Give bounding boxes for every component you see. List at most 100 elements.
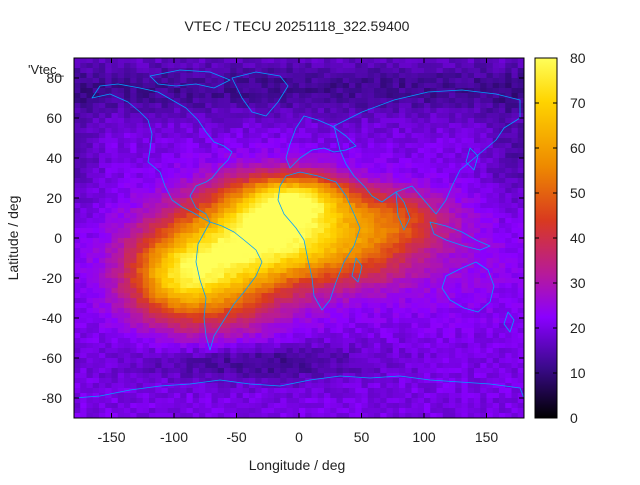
heatmap-cell — [518, 323, 525, 328]
heatmap-cell — [343, 88, 350, 93]
heatmap-cell — [343, 278, 350, 283]
heatmap-cell — [230, 168, 237, 173]
heatmap-cell — [187, 283, 194, 288]
heatmap-cell — [149, 303, 156, 308]
heatmap-cell — [455, 188, 462, 193]
heatmap-cell — [437, 353, 444, 358]
heatmap-cell — [487, 308, 494, 313]
heatmap-cell — [337, 58, 344, 63]
heatmap-cell — [505, 103, 512, 108]
heatmap-cell — [474, 108, 481, 113]
heatmap-cell — [343, 228, 350, 233]
heatmap-cell — [480, 368, 487, 373]
heatmap-cell — [218, 293, 225, 298]
heatmap-cell — [493, 213, 500, 218]
heatmap-cell — [105, 258, 112, 263]
heatmap-cell — [405, 378, 412, 383]
heatmap-cell — [230, 223, 237, 228]
heatmap-cell — [487, 78, 494, 83]
heatmap-cell — [480, 253, 487, 258]
heatmap-cell — [437, 328, 444, 333]
heatmap-cell — [487, 108, 494, 113]
heatmap-cell — [349, 78, 356, 83]
heatmap-cell — [374, 83, 381, 88]
heatmap-cell — [512, 128, 519, 133]
heatmap-cell — [468, 303, 475, 308]
heatmap-cell — [312, 213, 319, 218]
heatmap-cell — [480, 173, 487, 178]
heatmap-cell — [287, 373, 294, 378]
heatmap-cell — [318, 93, 325, 98]
heatmap-cell — [218, 68, 225, 73]
heatmap-cell — [455, 343, 462, 348]
heatmap-cell — [237, 353, 244, 358]
heatmap-cell — [243, 228, 250, 233]
heatmap-cell — [118, 168, 125, 173]
heatmap-cell — [80, 68, 87, 73]
heatmap-cell — [243, 133, 250, 138]
heatmap-cell — [305, 128, 312, 133]
heatmap-cell — [187, 58, 194, 63]
heatmap-cell — [193, 78, 200, 83]
heatmap-cell — [518, 268, 525, 273]
heatmap-cell — [243, 143, 250, 148]
heatmap-cell — [224, 233, 231, 238]
heatmap-cell — [118, 103, 125, 108]
heatmap-cell — [230, 203, 237, 208]
heatmap-cell — [143, 108, 150, 113]
heatmap-cell — [162, 213, 169, 218]
heatmap-cell — [474, 103, 481, 108]
heatmap-cell — [249, 83, 256, 88]
heatmap-cell — [499, 58, 506, 63]
heatmap-cell — [368, 73, 375, 78]
heatmap-cell — [337, 398, 344, 403]
heatmap-cell — [280, 58, 287, 63]
heatmap-cell — [224, 103, 231, 108]
heatmap-cell — [130, 133, 137, 138]
heatmap-cell — [249, 138, 256, 143]
heatmap-cell — [280, 298, 287, 303]
heatmap-cell — [130, 268, 137, 273]
heatmap-cell — [180, 153, 187, 158]
heatmap-cell — [162, 83, 169, 88]
heatmap-cell — [318, 328, 325, 333]
heatmap-cell — [212, 368, 219, 373]
heatmap-cell — [105, 98, 112, 103]
heatmap-cell — [237, 283, 244, 288]
heatmap-cell — [468, 208, 475, 213]
heatmap-cell — [262, 58, 269, 63]
heatmap-cell — [155, 68, 162, 73]
heatmap-cell — [312, 328, 319, 333]
heatmap-cell — [262, 78, 269, 83]
heatmap-cell — [512, 288, 519, 293]
heatmap-cell — [337, 223, 344, 228]
heatmap-cell — [387, 73, 394, 78]
heatmap-cell — [118, 183, 125, 188]
heatmap-cell — [268, 148, 275, 153]
heatmap-cell — [499, 243, 506, 248]
heatmap-cell — [124, 173, 131, 178]
heatmap-cell — [405, 343, 412, 348]
heatmap-cell — [449, 158, 456, 163]
heatmap-cell — [418, 173, 425, 178]
heatmap-cell — [462, 313, 469, 318]
heatmap-cell — [287, 248, 294, 253]
heatmap-cell — [262, 363, 269, 368]
heatmap-cell — [487, 113, 494, 118]
heatmap-cell — [287, 378, 294, 383]
heatmap-cell — [362, 93, 369, 98]
heatmap-cell — [124, 238, 131, 243]
heatmap-cell — [274, 138, 281, 143]
heatmap-cell — [212, 388, 219, 393]
heatmap-cell — [474, 273, 481, 278]
heatmap-cell — [87, 168, 94, 173]
heatmap-cell — [87, 263, 94, 268]
heatmap-cell — [474, 323, 481, 328]
heatmap-cell — [193, 388, 200, 393]
heatmap-cell — [243, 293, 250, 298]
heatmap-cell — [174, 368, 181, 373]
heatmap-cell — [280, 273, 287, 278]
heatmap-cell — [318, 288, 325, 293]
heatmap-cell — [280, 388, 287, 393]
heatmap-cell — [118, 108, 125, 113]
